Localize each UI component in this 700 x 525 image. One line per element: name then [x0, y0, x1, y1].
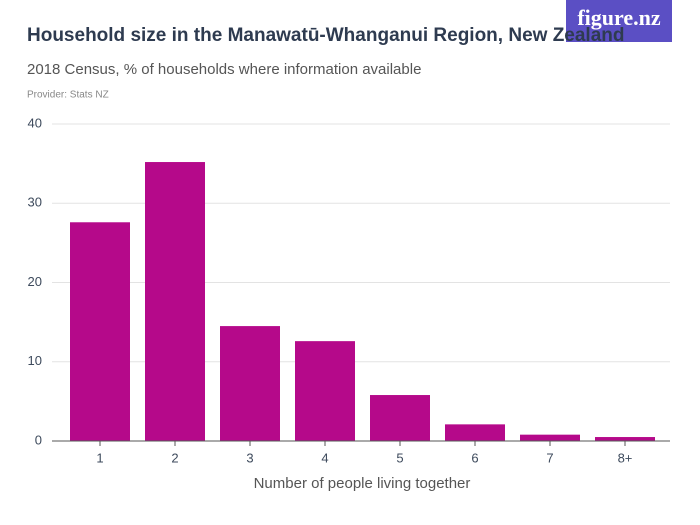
y-tick-label: 20: [28, 274, 42, 289]
x-tick-label: 3: [246, 450, 253, 465]
x-tick-label: 6: [471, 450, 478, 465]
x-tick-label: 5: [396, 450, 403, 465]
bar: [220, 326, 280, 441]
source: Provider: Stats NZ: [27, 90, 109, 101]
chart-subtitle: 2018 Census, % of households where infor…: [27, 61, 421, 78]
bar: [595, 437, 655, 441]
x-axis-label: Number of people living together: [254, 475, 471, 492]
logo: figure.nz: [577, 5, 661, 30]
y-tick-label: 40: [28, 115, 42, 130]
x-tick-label: 7: [546, 450, 553, 465]
chart-title: Household size in the Manawatū-Whanganui…: [27, 25, 625, 46]
logo-box: [566, 0, 672, 42]
y-tick-label: 0: [35, 432, 42, 447]
x-tick-label: 1: [96, 450, 103, 465]
bar: [70, 222, 130, 441]
bar: [445, 424, 505, 441]
x-tick-label: 2: [171, 450, 178, 465]
x-tick-label: 4: [321, 450, 328, 465]
x-tick-label: 8+: [618, 450, 633, 465]
y-tick-label: 10: [28, 353, 42, 368]
bar: [520, 434, 580, 441]
bar: [370, 395, 430, 441]
bar: [295, 341, 355, 441]
bar: [145, 162, 205, 442]
y-tick-label: 30: [28, 195, 42, 210]
